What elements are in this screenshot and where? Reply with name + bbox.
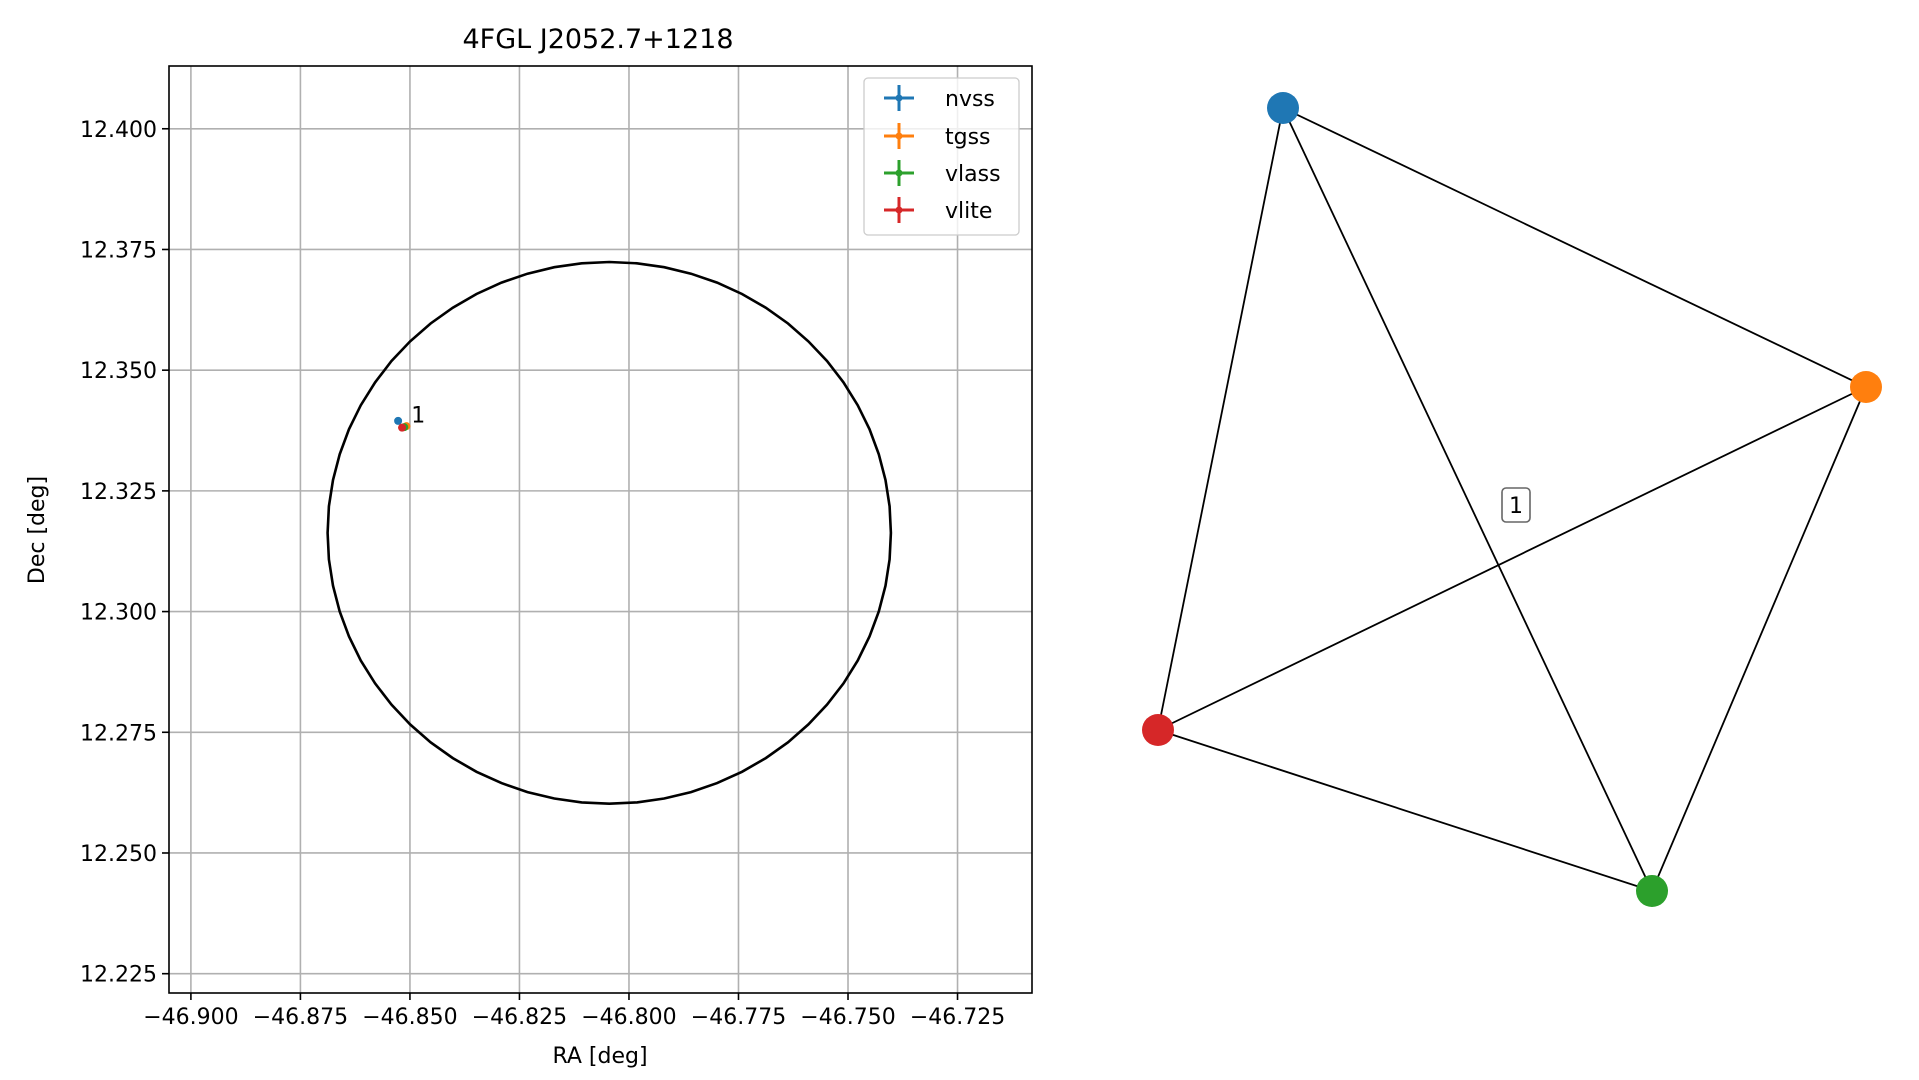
edge-vlass-vlite xyxy=(1157,729,1653,892)
legend: nvss tgss vlass vlite xyxy=(863,77,1020,236)
node-nvss xyxy=(1267,92,1299,124)
point-vlite xyxy=(398,423,407,432)
legend-label-vlite: vlite xyxy=(945,199,992,224)
graph-edges xyxy=(1157,107,1867,892)
legend-dot-nvss xyxy=(895,94,903,102)
x-tick-label: −46.825 xyxy=(472,1005,567,1030)
x-tick-label: −46.775 xyxy=(691,1005,786,1030)
legend-box xyxy=(863,77,1020,236)
association-graph: 1 xyxy=(1142,92,1882,907)
edge-nvss-vlass xyxy=(1282,107,1653,892)
y-tick-label: 12.350 xyxy=(80,359,157,384)
graph-label: 1 xyxy=(1501,487,1531,523)
y-axis-ticks: 12.225 12.250 12.275 12.300 12.325 12.350 12.3… xyxy=(80,118,169,988)
legend-label-vlass: vlass xyxy=(945,162,1001,187)
y-tick-label: 12.325 xyxy=(80,480,157,505)
edge-tgss-vlass xyxy=(1651,386,1867,892)
legend-label-tgss: tgss xyxy=(945,125,991,150)
legend-entry-vlite: vlite xyxy=(884,197,992,224)
y-tick-label: 12.225 xyxy=(80,963,157,988)
legend-label-nvss: nvss xyxy=(945,87,995,112)
error-ellipse xyxy=(326,260,893,806)
y-tick-label: 12.375 xyxy=(80,238,157,263)
y-tick-label: 12.250 xyxy=(80,842,157,867)
chart-title: 4FGL J2052.7+1218 xyxy=(462,24,733,55)
x-tick-label: −46.850 xyxy=(362,1005,457,1030)
point-nvss xyxy=(394,416,403,425)
legend-dot-tgss xyxy=(895,132,903,140)
x-axis-ticks: −46.900 −46.875 −46.850 −46.825 −46.800 −46.7… xyxy=(143,993,1005,1030)
x-tick-label: −46.900 xyxy=(143,1005,238,1030)
source-points xyxy=(394,416,411,432)
legend-entry-nvss: nvss xyxy=(884,85,995,112)
plot-frame xyxy=(168,65,1033,994)
sky-plot: 4FGL J2052.7+1218 −46.900 −46.875 −46.850−… xyxy=(25,24,1033,1069)
point-annotation: 1 xyxy=(411,404,425,429)
graph-label-text: 1 xyxy=(1509,494,1523,519)
legend-dot-vlass xyxy=(895,169,903,177)
x-tick-label: −46.750 xyxy=(800,1005,895,1030)
node-vlite xyxy=(1142,714,1174,746)
graph-label-box xyxy=(1501,487,1531,523)
edge-nvss-tgss xyxy=(1282,107,1867,388)
edge-tgss-vlite xyxy=(1157,386,1867,731)
x-tick-label: −46.800 xyxy=(581,1005,676,1030)
y-axis-label: Dec [deg] xyxy=(25,476,50,584)
y-tick-label: 12.400 xyxy=(80,118,157,143)
x-tick-label: −46.875 xyxy=(253,1005,348,1030)
legend-entry-vlass: vlass xyxy=(884,160,1001,187)
y-tick-label: 12.275 xyxy=(80,721,157,746)
x-axis-label: RA [deg] xyxy=(552,1044,647,1069)
node-vlass xyxy=(1636,875,1668,907)
graph-nodes xyxy=(1142,92,1882,907)
x-tick-label: −46.725 xyxy=(910,1005,1005,1030)
legend-entry-tgss: tgss xyxy=(884,123,991,150)
y-tick-label: 12.300 xyxy=(80,601,157,626)
node-tgss xyxy=(1850,371,1882,403)
legend-dot-vlite xyxy=(895,206,903,214)
edge-nvss-vlite xyxy=(1157,107,1284,731)
